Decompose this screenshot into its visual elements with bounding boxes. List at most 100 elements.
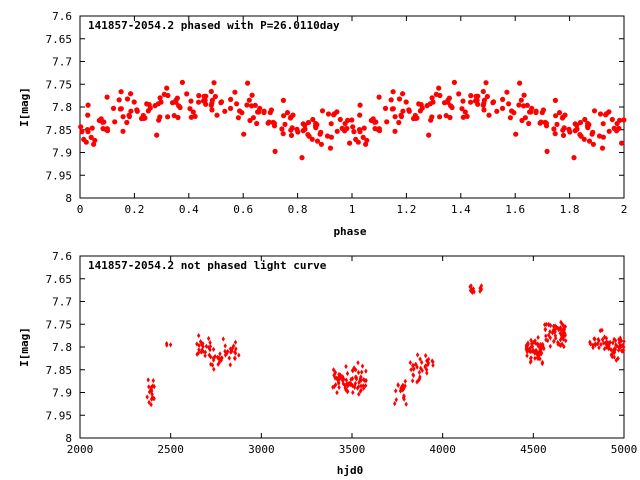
data-point [357, 112, 363, 118]
data-point [328, 121, 334, 127]
data-point [449, 104, 455, 111]
data-point [226, 348, 230, 355]
data-point [409, 367, 413, 373]
data-point [360, 369, 364, 375]
data-point [92, 137, 98, 143]
data-point [511, 110, 517, 116]
data-point [602, 334, 607, 340]
data-point [201, 344, 205, 350]
data-point [354, 374, 358, 380]
data-point [376, 128, 383, 134]
data-point [517, 80, 523, 86]
data-point [145, 394, 149, 400]
data-point [389, 106, 395, 112]
data-point [134, 108, 140, 114]
phased-light-curve-panel: 141857-2054.2 phased with P=26.0110day p… [18, 10, 627, 238]
data-point [89, 125, 95, 131]
data-point [354, 367, 358, 373]
data-point [464, 113, 470, 119]
data-point [551, 126, 557, 132]
data-point [200, 347, 204, 353]
data-point [416, 377, 421, 383]
data-point [521, 92, 527, 98]
data-point [324, 133, 331, 139]
data-point [402, 386, 406, 392]
data-point [252, 102, 258, 108]
data-point [468, 287, 473, 294]
data-point [460, 98, 466, 104]
data-point [402, 393, 406, 399]
data-point [404, 401, 408, 407]
data-point [314, 138, 321, 144]
x-tick-label: 4000 [429, 443, 456, 456]
data-point [190, 109, 196, 115]
data-point [423, 353, 428, 359]
data-point [564, 338, 568, 344]
data-point [554, 335, 558, 341]
data-point [504, 89, 510, 95]
data-point [187, 106, 193, 112]
data-point [85, 102, 91, 108]
data-point [212, 93, 218, 100]
data-point [175, 114, 181, 121]
data-point [552, 97, 559, 103]
data-point [237, 352, 241, 358]
data-point [206, 335, 211, 342]
data-point [572, 128, 578, 134]
data-point [536, 343, 541, 349]
data-point [408, 360, 412, 366]
data-point [561, 125, 567, 131]
data-point [553, 333, 558, 339]
data-point [548, 343, 552, 349]
data-point [536, 341, 540, 347]
data-point [525, 353, 529, 359]
data-point [560, 334, 565, 340]
axis-ticks: 0 0.2 0.4 0.6 0.8 1 1.2 1.4 1.6 1.8 2 7.6 7.65 7.7 7.7… [46, 10, 628, 216]
data-point [332, 383, 336, 390]
data-point [357, 379, 361, 385]
data-point [394, 397, 398, 403]
data-point [246, 97, 252, 103]
data-point [200, 98, 207, 104]
data-point [431, 362, 435, 368]
data-point [616, 125, 622, 132]
data-point [436, 85, 442, 91]
data-point [355, 385, 360, 391]
data-point [430, 99, 436, 105]
data-point [539, 351, 543, 357]
data-point [149, 384, 153, 390]
data-point [414, 362, 418, 368]
y-tick-label: 7.75 [46, 318, 73, 331]
data-point [363, 141, 369, 147]
data-point [396, 119, 402, 126]
data-point [542, 346, 546, 352]
data-point [602, 340, 606, 346]
y-tick-label: 7.8 [52, 341, 72, 354]
data-point [622, 344, 626, 350]
data-point [280, 97, 286, 103]
data-point [437, 92, 443, 99]
data-point [490, 100, 496, 106]
data-point [536, 356, 540, 362]
data-point [553, 328, 557, 335]
data-point [120, 114, 126, 120]
data-point [327, 145, 334, 151]
data-point [350, 376, 355, 382]
data-point [216, 361, 220, 367]
data-point [203, 93, 209, 99]
data-point [506, 101, 512, 107]
data-point [300, 128, 306, 134]
data-point [494, 108, 500, 114]
data-point [499, 105, 506, 111]
data-point [530, 348, 534, 355]
unphased-light-curve-panel: 141857-2054.2 not phased light curve hjd… [18, 250, 637, 477]
data-point [351, 389, 355, 396]
data-point [364, 368, 368, 374]
data-point [459, 106, 465, 112]
data-point [586, 138, 593, 144]
y-tick-label: 7.85 [46, 124, 73, 137]
data-point [208, 102, 214, 108]
data-point [524, 102, 530, 108]
data-point [131, 99, 137, 105]
plot-frame [79, 15, 625, 199]
